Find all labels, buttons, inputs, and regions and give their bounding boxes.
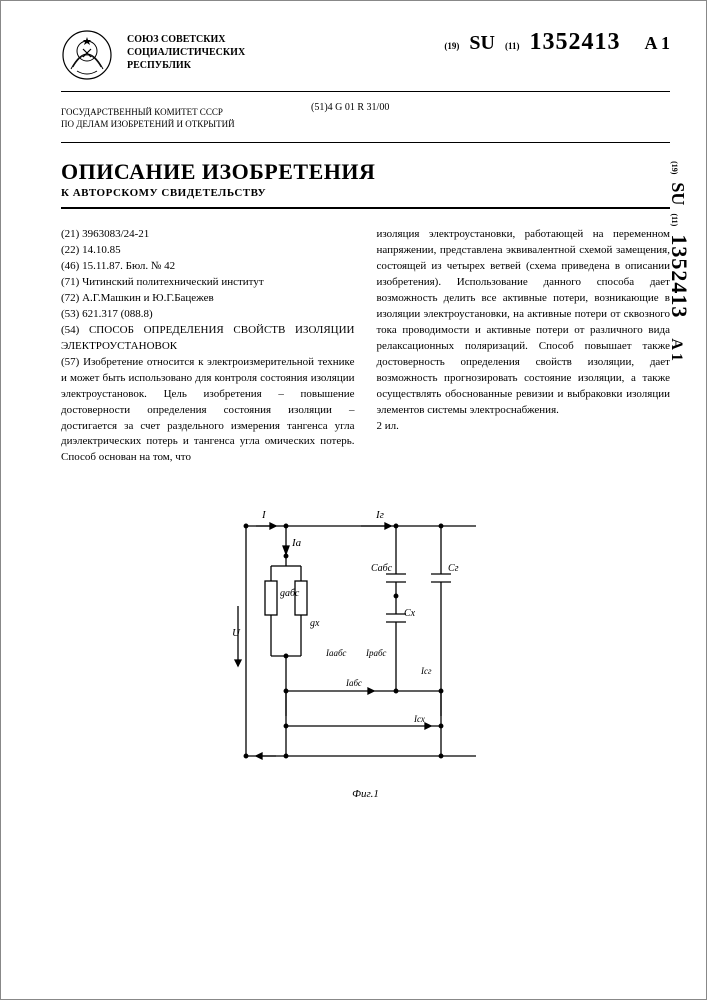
lbl-I: I [261, 509, 267, 521]
figure-caption: Фиг.1 [61, 788, 670, 800]
main-title: ОПИСАНИЕ ИЗОБРЕТЕНИЯ [61, 159, 670, 185]
union-text: СОЮЗ СОВЕТСКИХ СОЦИАЛИСТИЧЕСКИХ РЕСПУБЛИ… [127, 29, 245, 72]
circuit-diagram: I Iг U Ia gабс [226, 496, 506, 786]
abstract-columns: (21) 3963083/24-21 (22) 14.10.85 (46) 15… [61, 227, 670, 466]
lbl-Ia: Ia [291, 537, 302, 549]
lbl-Cabs: Cабс [371, 563, 393, 574]
lbl-Icx: Iсх [413, 714, 425, 724]
country-code: SU [469, 32, 495, 55]
right-column-text: изоляция электроустановки, работающей на… [377, 227, 671, 434]
classification-code: (51)4 G 01 R 31/00 [311, 102, 389, 113]
lbl-Iaabs: Iаабс [325, 648, 346, 658]
left-column: (21) 3963083/24-21 (22) 14.10.85 (46) 15… [61, 227, 355, 466]
side-a1: A 1 [667, 338, 685, 361]
lbl-Iabs: Iабс [345, 678, 362, 688]
right-column: изоляция электроустановки, работающей на… [377, 227, 671, 466]
lbl-Ipabs: Iрабс [365, 648, 386, 658]
lbl-U: U [232, 627, 241, 639]
lbl-Cr: Cг [448, 563, 459, 574]
side-19: (19) [670, 161, 679, 174]
doc-number: (19) SU (11) 1352413 A 1 [444, 29, 670, 56]
ussr-emblem-icon [61, 29, 113, 81]
lbl-Ir: Iг [375, 509, 385, 521]
lbl-gx: gx [310, 618, 320, 629]
kind-code: A 1 [644, 33, 670, 54]
lbl-gabs: gабс [280, 588, 300, 599]
divider-line [61, 91, 670, 92]
committee-text: ГОСУДАРСТВЕННЫЙ КОМИТЕТ СССР ПО ДЕЛАМ ИЗ… [61, 106, 281, 130]
thick-divider [61, 207, 670, 209]
side-doc-number: (19) SU (11) 1352413 A 1 [666, 161, 692, 361]
side-su: SU [667, 182, 688, 205]
side-11: (11) [670, 213, 679, 226]
lbl-Icr: Iсг [420, 666, 432, 676]
patent-page: СОЮЗ СОВЕТСКИХ СОЦИАЛИСТИЧЕСКИХ РЕСПУБЛИ… [0, 0, 707, 1000]
lbl-Cx: Cx [404, 608, 416, 619]
sub-title: К АВТОРСКОМУ СВИДЕТЕЛЬСТВУ [61, 187, 670, 199]
left-column-text: (21) 3963083/24-21 (22) 14.10.85 (46) 15… [61, 227, 355, 466]
header-row: СОЮЗ СОВЕТСКИХ СОЦИАЛИСТИЧЕСКИХ РЕСПУБЛИ… [61, 29, 670, 81]
divider-line-2 [61, 142, 670, 143]
document-number: 1352413 [529, 29, 620, 56]
side-num: 1352413 [666, 234, 692, 318]
label-19: (19) [444, 41, 459, 51]
label-11: (11) [505, 41, 520, 51]
